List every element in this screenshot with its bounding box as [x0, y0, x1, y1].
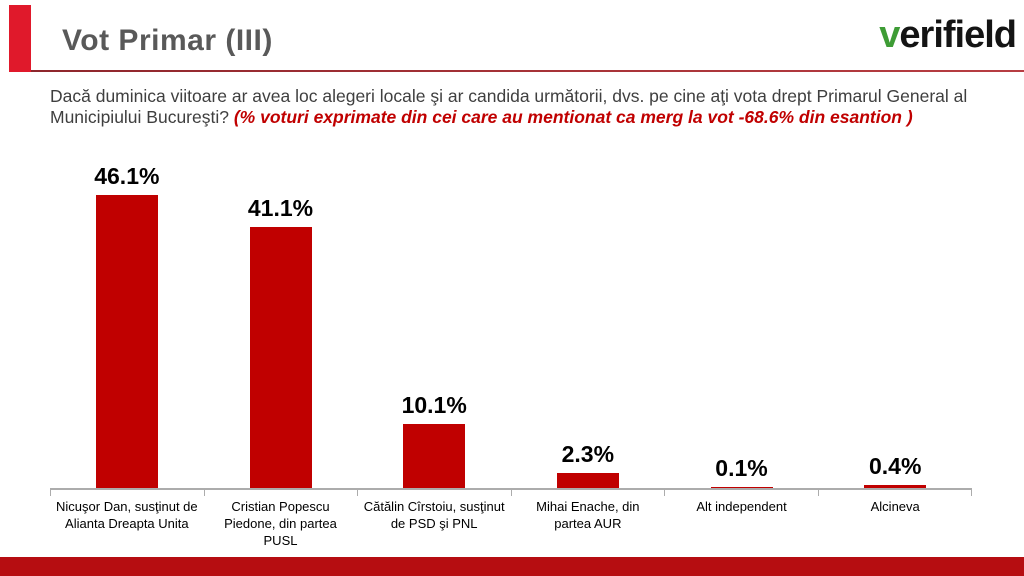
bar-value-label: 2.3%	[561, 441, 615, 468]
bar-value-label: 0.4%	[868, 453, 922, 480]
bar-value-label: 41.1%	[247, 194, 314, 221]
bar	[249, 226, 312, 488]
bar	[556, 473, 619, 488]
category-labels-row: Nicuşor Dan, susţinut de Alianta Dreapta…	[50, 499, 972, 550]
question-note: (% voturi exprimate din cei care au ment…	[233, 107, 913, 128]
chart-plot-area: 46.1% 41.1% 10.1% 2.3% 0.1% 0.4%	[50, 162, 972, 490]
bar	[864, 485, 927, 488]
bar-value-label: 10.1%	[401, 391, 467, 418]
category-label: Nicuşor Dan, susţinut de Alianta Dreapta…	[56, 499, 198, 531]
chart-column: 41.1%	[204, 195, 358, 488]
bar-value-label: 0.1%	[715, 454, 768, 481]
red-accent-bar	[9, 5, 31, 72]
logo-text: erifield	[899, 14, 1017, 56]
axis-tick	[205, 490, 358, 496]
bottom-red-strip	[0, 557, 1024, 576]
category-label: Alcineva	[870, 499, 920, 514]
header-divider-line	[31, 70, 1024, 72]
axis-tick	[50, 490, 205, 496]
bar-value-label: 46.1%	[94, 163, 160, 189]
category-label: Mihai Enache, din partea AUR	[536, 499, 640, 531]
logo-green-v: v	[879, 14, 900, 56]
bar	[95, 195, 158, 488]
chart-column: 0.4%	[818, 453, 972, 488]
category-label: Cristian Popescu Piedone, din partea PUS…	[224, 499, 337, 548]
page-title: Vot Primar (III)	[62, 24, 273, 57]
category-label: Cătălin Cîrstoiu, susţinut de PSD şi PNL	[363, 499, 505, 531]
category-label: Alt independent	[696, 499, 787, 514]
chart-column: 46.1%	[50, 163, 204, 488]
question-main: Dacă duminica viitoare ar avea loc alege…	[50, 86, 968, 128]
bar	[403, 423, 466, 488]
question-text: Dacă duminica viitoare ar avea loc alege…	[50, 86, 998, 129]
axis-tick	[819, 490, 972, 496]
bar	[710, 486, 773, 488]
chart-column: 2.3%	[511, 441, 665, 488]
chart-column: 10.1%	[357, 392, 511, 488]
category-axis	[50, 490, 972, 496]
axis-tick	[665, 490, 819, 496]
axis-tick	[512, 490, 665, 496]
bar-chart: 46.1% 41.1% 10.1% 2.3% 0.1% 0.4% Nicuşor Dan,…	[50, 162, 972, 550]
verifield-logo: verifield	[879, 14, 1017, 57]
axis-tick	[358, 490, 512, 496]
chart-column: 0.1%	[665, 454, 819, 488]
